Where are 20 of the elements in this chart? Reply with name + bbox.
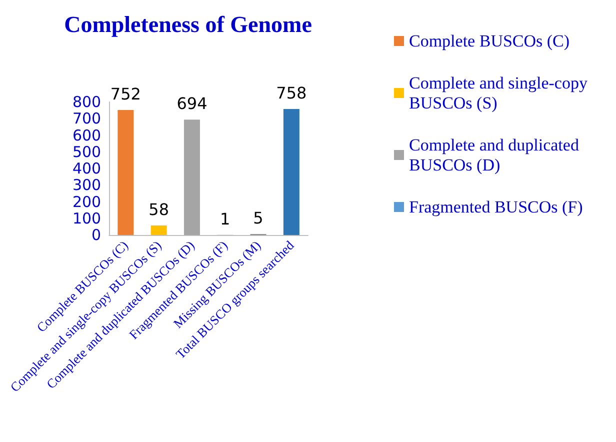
legend-label: Complete BUSCOs (C): [409, 32, 570, 50]
data-label: 58: [148, 200, 169, 219]
y-tick-label: 400: [72, 160, 102, 178]
y-tick-label: 600: [72, 126, 102, 144]
y-tick-label: 700: [72, 110, 102, 128]
y-tick-label: 300: [72, 176, 102, 194]
legend-label: Complete and single-copy BUSCOs (S): [409, 74, 592, 112]
chart-title: Completeness of Genome: [64, 12, 312, 37]
data-label: 752: [110, 84, 141, 104]
y-tick-label: 0: [92, 226, 102, 244]
data-label: 1: [220, 209, 230, 228]
y-tick-label: 100: [72, 209, 102, 228]
y-tick-label: 200: [72, 192, 102, 211]
data-label: 758: [276, 83, 307, 102]
y-tick-label: 500: [72, 142, 102, 161]
legend-label: Fragmented BUSCOs (F): [409, 198, 583, 216]
data-label: 694: [176, 94, 208, 114]
legend-label: Complete and duplicated BUSCOs (D): [409, 136, 584, 174]
data-label: 5: [253, 208, 264, 228]
y-tick-label: 800: [72, 93, 102, 111]
